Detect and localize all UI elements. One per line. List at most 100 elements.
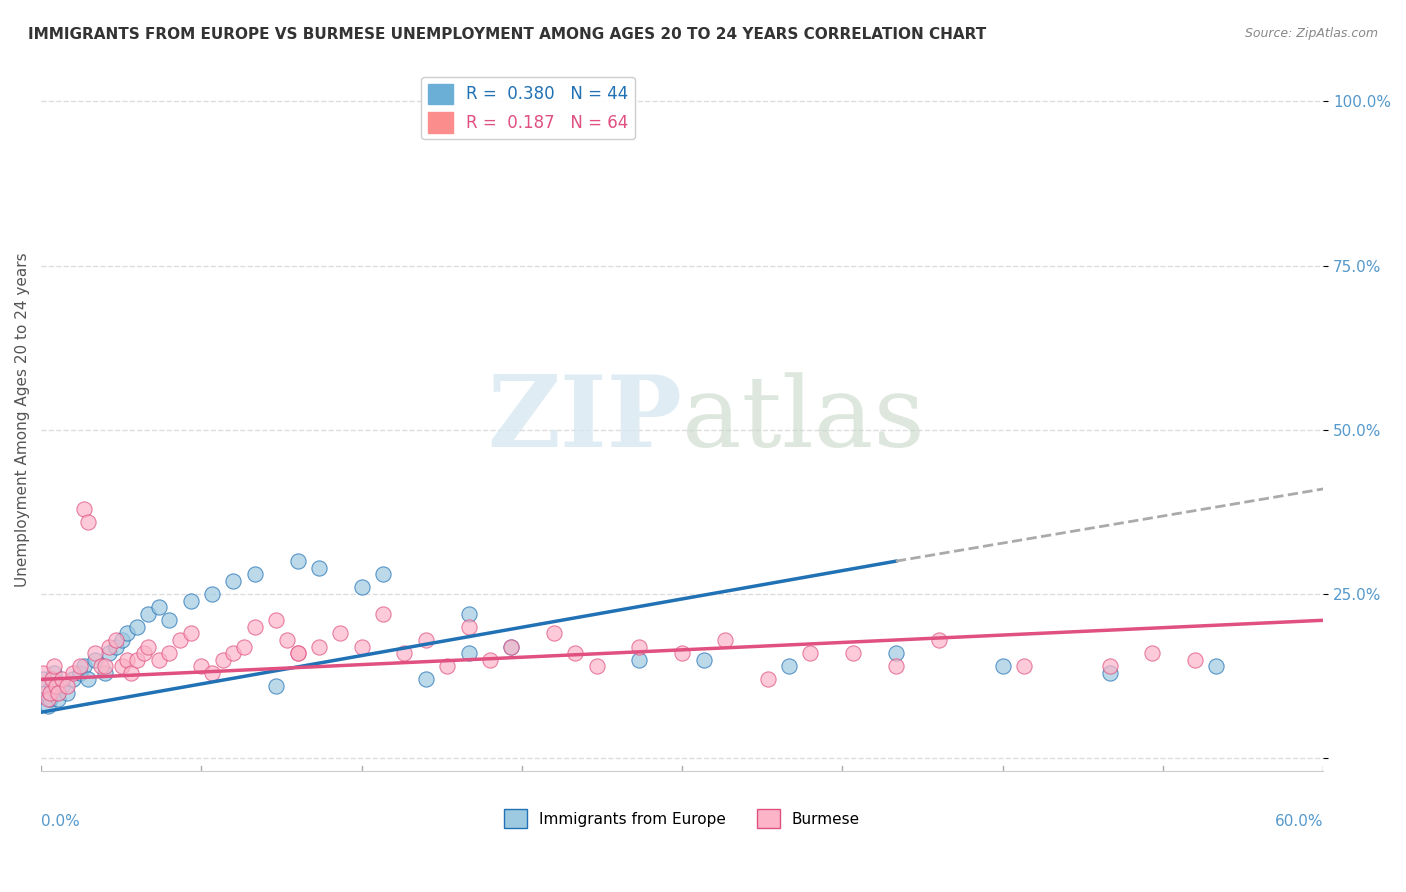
- Point: [104, 640, 127, 654]
- Point: [98, 646, 121, 660]
- Point: [42, 665, 65, 680]
- Point: [287, 554, 309, 568]
- Point: [148, 600, 170, 615]
- Point: [243, 620, 266, 634]
- Point: [1142, 646, 1164, 660]
- Point: [77, 515, 100, 529]
- Point: [991, 659, 1014, 673]
- Point: [46, 692, 69, 706]
- Point: [1184, 653, 1206, 667]
- Point: [37, 698, 59, 713]
- Point: [94, 665, 117, 680]
- Point: [111, 632, 134, 647]
- Point: [157, 613, 180, 627]
- Point: [73, 501, 96, 516]
- Point: [132, 646, 155, 660]
- Point: [34, 685, 56, 699]
- Point: [32, 665, 55, 680]
- Point: [884, 659, 907, 673]
- Point: [90, 659, 112, 673]
- Point: [157, 646, 180, 660]
- Point: [243, 567, 266, 582]
- Point: [501, 640, 523, 654]
- Text: 60.0%: 60.0%: [1275, 814, 1323, 829]
- Point: [1098, 659, 1121, 673]
- Point: [69, 665, 91, 680]
- Point: [457, 607, 479, 621]
- Point: [1098, 665, 1121, 680]
- Point: [201, 665, 224, 680]
- Point: [120, 665, 142, 680]
- Point: [180, 593, 202, 607]
- Point: [457, 620, 479, 634]
- Point: [308, 560, 330, 574]
- Point: [51, 673, 73, 687]
- Point: [233, 640, 256, 654]
- Y-axis label: Unemployment Among Ages 20 to 24 years: Unemployment Among Ages 20 to 24 years: [15, 252, 30, 587]
- Text: Source: ZipAtlas.com: Source: ZipAtlas.com: [1244, 27, 1378, 40]
- Point: [692, 653, 714, 667]
- Point: [98, 640, 121, 654]
- Text: IMMIGRANTS FROM EUROPE VS BURMESE UNEMPLOYMENT AMONG AGES 20 TO 24 YEARS CORRELA: IMMIGRANTS FROM EUROPE VS BURMESE UNEMPL…: [28, 27, 987, 42]
- Point: [83, 646, 105, 660]
- Point: [478, 653, 501, 667]
- Point: [211, 653, 233, 667]
- Point: [457, 646, 479, 660]
- Point: [104, 632, 127, 647]
- Point: [37, 692, 59, 706]
- Point: [1012, 659, 1035, 673]
- Point: [350, 581, 373, 595]
- Point: [111, 659, 134, 673]
- Point: [94, 659, 117, 673]
- Point: [38, 685, 60, 699]
- Point: [46, 685, 69, 699]
- Point: [201, 587, 224, 601]
- Point: [45, 679, 67, 693]
- Point: [415, 673, 437, 687]
- Point: [714, 632, 737, 647]
- Point: [38, 692, 60, 706]
- Point: [371, 567, 394, 582]
- Point: [69, 659, 91, 673]
- Point: [287, 646, 309, 660]
- Point: [287, 646, 309, 660]
- Point: [264, 679, 287, 693]
- Point: [115, 626, 138, 640]
- Point: [55, 679, 77, 693]
- Point: [628, 653, 651, 667]
- Point: [41, 679, 63, 693]
- Point: [585, 659, 607, 673]
- Point: [127, 620, 149, 634]
- Point: [799, 646, 821, 660]
- Point: [394, 646, 416, 660]
- Point: [55, 685, 77, 699]
- Point: [169, 632, 191, 647]
- Point: [222, 646, 245, 660]
- Point: [371, 607, 394, 621]
- Point: [83, 653, 105, 667]
- Point: [222, 574, 245, 588]
- Point: [264, 613, 287, 627]
- Point: [115, 653, 138, 667]
- Point: [180, 626, 202, 640]
- Text: 0.0%: 0.0%: [41, 814, 80, 829]
- Point: [928, 632, 950, 647]
- Point: [501, 640, 523, 654]
- Point: [564, 646, 586, 660]
- Text: atlas: atlas: [682, 372, 925, 467]
- Point: [77, 673, 100, 687]
- Point: [148, 653, 170, 667]
- Point: [51, 679, 73, 693]
- Point: [308, 640, 330, 654]
- Point: [190, 659, 212, 673]
- Point: [41, 673, 63, 687]
- Point: [42, 659, 65, 673]
- Point: [136, 640, 159, 654]
- Point: [884, 646, 907, 660]
- Point: [73, 659, 96, 673]
- Point: [34, 679, 56, 693]
- Point: [32, 673, 55, 687]
- Point: [415, 632, 437, 647]
- Point: [127, 653, 149, 667]
- Point: [276, 632, 298, 647]
